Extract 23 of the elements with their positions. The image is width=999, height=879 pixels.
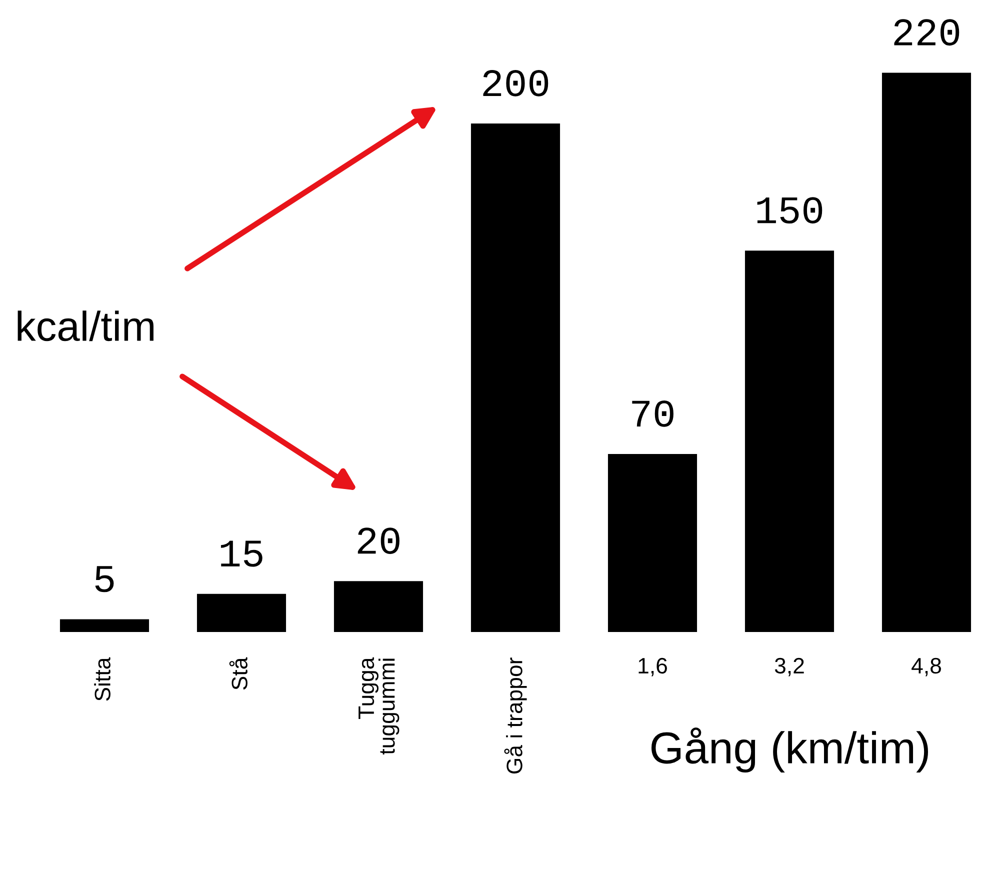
- bar: [882, 72, 972, 632]
- x-tick-label: 3,2: [774, 658, 804, 676]
- x-axis-title: Gång (km/tim): [651, 727, 928, 773]
- bar: [470, 124, 560, 632]
- bar: [608, 454, 698, 632]
- bar: [334, 581, 424, 632]
- data-label: 220: [894, 19, 960, 46]
- data-label: 150: [757, 197, 822, 224]
- bar: [60, 619, 150, 632]
- x-tick-label: Gå i trappor: [504, 658, 527, 774]
- data-label: 15: [220, 540, 262, 567]
- annotation: kcal/tim: [18, 310, 154, 342]
- x-tick-label: Tugga tuggummi: [358, 657, 400, 755]
- x-tick-label: 4,8: [912, 658, 941, 676]
- data-label: 200: [483, 70, 548, 96]
- data-label: 5: [95, 566, 114, 592]
- bar: [196, 594, 286, 632]
- data-label: 70: [632, 400, 674, 427]
- data-label: 20: [358, 528, 400, 554]
- x-tick-label: Stå: [229, 657, 248, 690]
- x-tick-label: 1,6: [638, 658, 667, 676]
- bar: [744, 250, 834, 632]
- x-tick-label: Sitta: [94, 657, 110, 701]
